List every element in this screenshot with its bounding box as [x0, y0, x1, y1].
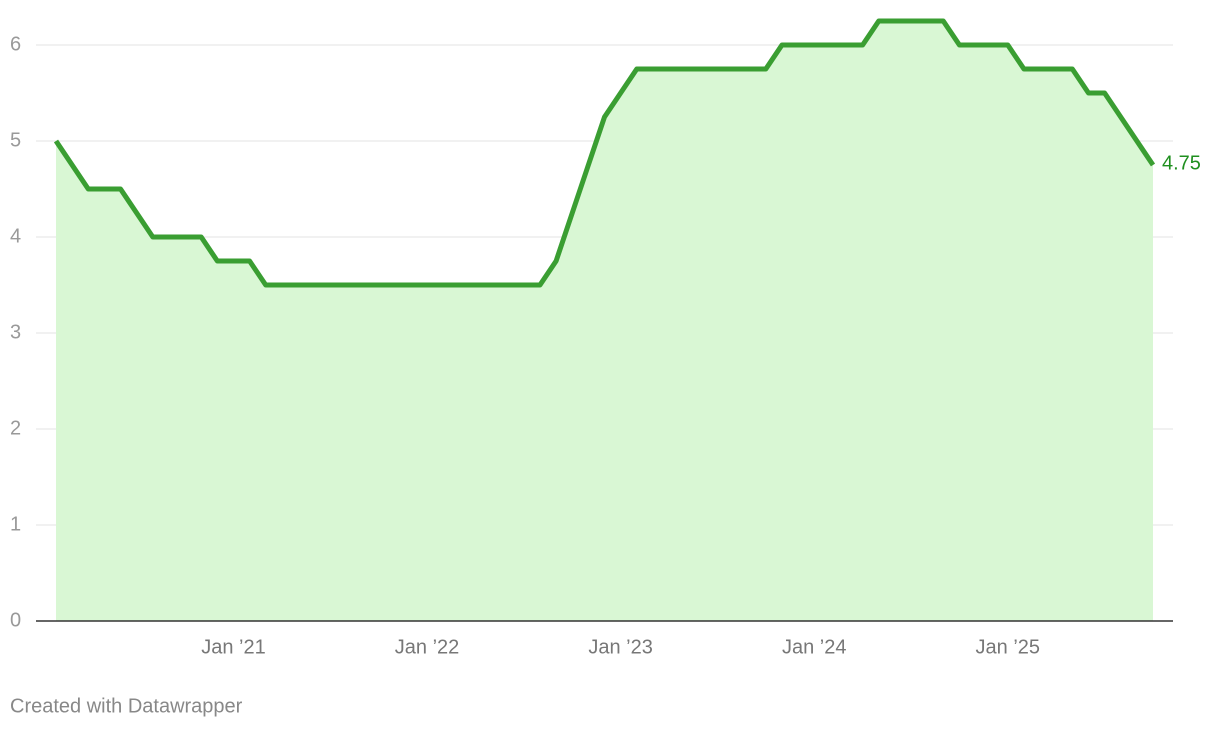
area [56, 21, 1153, 621]
x-tick-label: Jan ’24 [782, 636, 847, 658]
x-tick-label: Jan ’25 [976, 636, 1041, 658]
line [53, 18, 1156, 288]
footer: Created with Datawrapper [10, 695, 243, 717]
y-tick-label: 4 [10, 225, 21, 247]
x-tick-label: Jan ’23 [588, 636, 653, 658]
x-tick-label: Jan ’21 [201, 636, 266, 658]
y-tick-label: 1 [10, 513, 21, 535]
y-tick-label: 6 [10, 33, 21, 55]
x-tick-label: Jan ’22 [395, 636, 460, 658]
y-tick-label: 2 [10, 417, 21, 439]
y-tick-label: 0 [10, 609, 21, 631]
end-value-label: 4.75 [1162, 152, 1201, 174]
y-tick-label: 5 [10, 129, 21, 151]
y-tick-label: 3 [10, 321, 21, 343]
